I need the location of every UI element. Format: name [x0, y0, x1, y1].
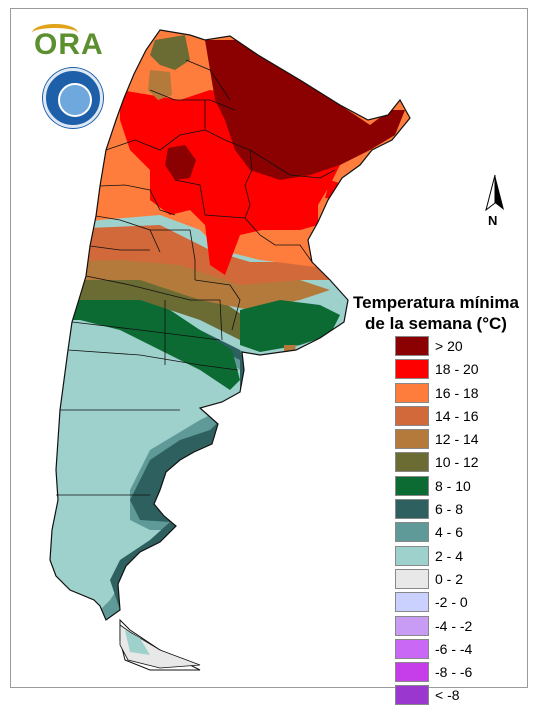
- ora-logo: ORA: [32, 24, 104, 62]
- legend-label: 6 - 8: [435, 501, 464, 518]
- service-seal-icon: [43, 68, 103, 128]
- legend-swatch: [395, 638, 429, 659]
- legend-swatch: [395, 662, 429, 683]
- legend-label: 16 - 18: [435, 384, 479, 401]
- legend-swatch: [395, 405, 429, 426]
- legend-label: -2 - 0: [435, 594, 468, 611]
- map-frame: [10, 8, 528, 688]
- legend-title: Temperatura mínima de la semana (°C): [342, 292, 530, 334]
- legend-label: > 20: [435, 338, 463, 354]
- legend-swatch: [395, 475, 429, 496]
- legend-swatch: [395, 452, 429, 473]
- legend-label: 8 - 10: [435, 477, 471, 494]
- legend-swatch: [395, 522, 429, 543]
- north-label: N: [488, 213, 498, 228]
- legend-swatch: [395, 336, 429, 356]
- legend-title-line2: de la semana (°C): [365, 314, 507, 333]
- legend-label: -6 - -4: [435, 640, 473, 657]
- legend-label: 10 - 12: [435, 454, 479, 471]
- legend-swatch: [395, 592, 429, 613]
- legend-swatch: [395, 382, 429, 403]
- legend-label: 2 - 4: [435, 547, 464, 564]
- legend-label: -4 - -2: [435, 617, 473, 634]
- legend-swatch: [395, 685, 429, 706]
- tierra-del-fuego: [119, 624, 201, 669]
- tierra-del-fuego-zone: [125, 630, 150, 655]
- legend-swatch: [395, 545, 429, 566]
- province-boundaries: [49, 29, 411, 671]
- legend-label: 18 - 20: [435, 361, 479, 378]
- legend-label: -8 - -6: [435, 664, 473, 681]
- legend-swatch: [395, 429, 429, 450]
- legend-title-line1: Temperatura mínima: [353, 293, 519, 312]
- legend-swatch: [395, 568, 429, 589]
- seal-center-icon: [58, 83, 92, 117]
- legend-label: 14 - 16: [435, 407, 479, 424]
- legend-swatch: [395, 499, 429, 520]
- north-arrow-icon: [485, 174, 504, 212]
- legend-swatch: [395, 359, 429, 380]
- legend-label: < -8: [435, 687, 460, 704]
- legend-swatch: [395, 615, 429, 636]
- legend-label: 12 - 14: [435, 431, 479, 448]
- legend-label: 4 - 6: [435, 524, 464, 541]
- logo-arc-icon: [32, 24, 78, 42]
- legend-label: 0 - 2: [435, 570, 464, 587]
